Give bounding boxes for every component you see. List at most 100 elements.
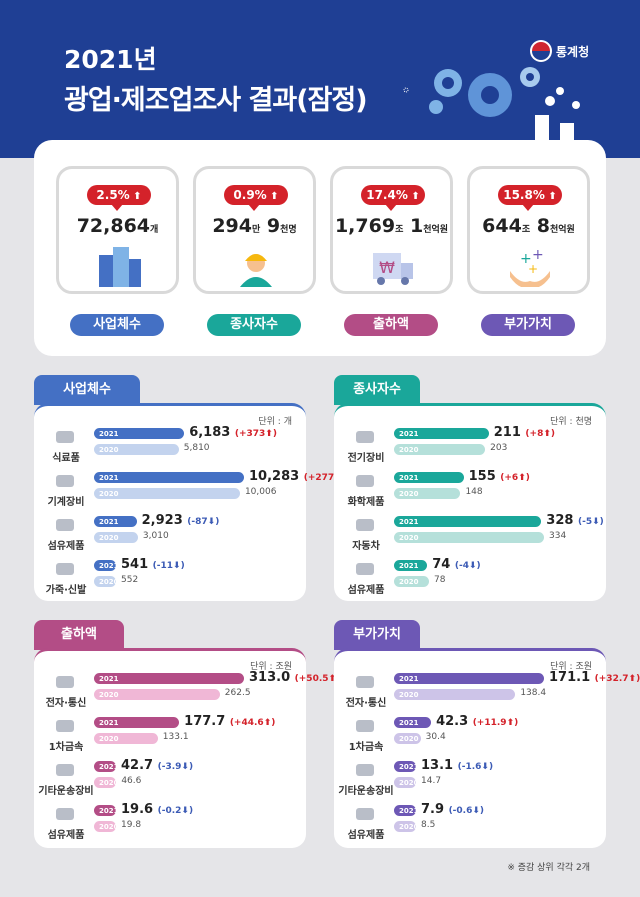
cans-icon (54, 428, 76, 446)
value-number: 6,183 (189, 425, 235, 440)
chart-panel-부가가치: 단위 : 조원 전자·통신 2021 2020 171.1 (+32.7⬆) 138.4 1… (334, 648, 640, 848)
year-label: 2021 (399, 518, 419, 526)
bar-2020 (94, 488, 240, 499)
worker-icon (232, 245, 280, 287)
svg-text:+: + (520, 251, 532, 267)
up-arrow-icon: ⬆) (506, 718, 519, 728)
summary-card-부가가치: 15.8% ⬆ 644조 8천억원 + + + (467, 166, 590, 294)
value-2020: 8.5 (421, 820, 436, 830)
value-unit: 만 (251, 225, 261, 235)
summary-value: 72,864개 (59, 215, 176, 237)
up-arrow-icon: ⬆ (407, 191, 420, 202)
category-label: 전기장비 (347, 453, 385, 464)
up-arrow-icon: ⬆) (628, 674, 640, 684)
down-arrow-icon: ⬇) (468, 561, 481, 571)
value-number: 42.7 (121, 758, 158, 773)
unit-label: 단위 : 조원 (550, 662, 592, 672)
yarn-icon (54, 516, 76, 534)
change-text: (+32.7 (594, 674, 629, 684)
year-label: 2020 (99, 534, 119, 542)
unit-label: 단위 : 조원 (250, 662, 292, 672)
category-label: 기계장비 (47, 497, 85, 508)
up-arrow-icon: ⬆) (265, 429, 277, 439)
year-label: 2020 (399, 534, 419, 542)
change-text: (-4 (454, 561, 469, 571)
yarn-icon (354, 560, 376, 578)
year-label: 2021 (99, 807, 119, 815)
value-2021: 177.7 (+44.6⬆) (184, 714, 275, 729)
year-label: 2020 (99, 779, 119, 787)
year-label: 2020 (99, 691, 119, 699)
category-label: 1차금속 (348, 742, 384, 753)
change-text: (+6 (500, 473, 519, 483)
summary-panel: 2.5% ⬆ 72,864개 사업체수 0.9% ⬆ 294만 9천명 종사자수 17.4%… (34, 140, 606, 356)
bar-2021 (94, 805, 116, 816)
summary-card-출하액: 17.4% ⬆ 1,769조 1천억원 ₩ (330, 166, 453, 294)
value-2021: 42.7 (-3.9⬇) (121, 758, 193, 773)
svg-text:₩: ₩ (379, 258, 395, 277)
value-number: 177.7 (184, 714, 230, 729)
year-label: 2021 (99, 518, 119, 526)
unit-label: 단위 : 개 (258, 417, 292, 427)
change-text: (+8 (525, 429, 544, 439)
category-label: 전자·통신 (345, 698, 387, 709)
circuit-icon (54, 673, 76, 691)
change-text: (+373 (234, 429, 266, 439)
year-label: 2021 (99, 763, 119, 771)
bar-2020 (94, 689, 220, 700)
forklift-icon (54, 761, 76, 779)
metal-icon (54, 717, 76, 735)
bar-2020 (394, 821, 416, 832)
category-label: 섬유제품 (47, 830, 85, 841)
down-arrow-icon: ⬇) (173, 561, 185, 571)
year-label: 2021 (399, 807, 419, 815)
year-label: 2021 (99, 675, 119, 683)
change-value: 2.5% (96, 188, 130, 202)
circuit-icon (354, 673, 376, 691)
category-pill: 사업체수 (70, 314, 164, 336)
value-unit: 천명 (280, 225, 297, 235)
category-pill: 부가가치 (481, 314, 575, 336)
value-2021: 171.1 (+32.7⬆) (549, 670, 640, 685)
unit-label: 단위 : 천명 (550, 417, 592, 427)
value-number: 9 (260, 215, 281, 237)
down-arrow-icon: ⬇) (207, 517, 220, 527)
year-label: 2021 (99, 430, 119, 438)
value-2020: 30.4 (425, 732, 446, 742)
metal-icon (354, 717, 376, 735)
change-value: 17.4% (366, 188, 408, 202)
change-text: (-3.9 (157, 762, 182, 772)
up-arrow-icon: ⬆) (543, 429, 555, 439)
value-number: 13.1 (421, 758, 458, 773)
agency-logo: 통계청 (530, 40, 589, 62)
year-label: 2021 (399, 562, 419, 570)
bar-2021 (94, 516, 137, 527)
bar-2020 (94, 576, 116, 587)
plug-icon (354, 428, 376, 446)
value-number: 541 (121, 557, 153, 572)
category-label: 섬유제품 (47, 541, 85, 552)
value-number: 7.9 (421, 802, 449, 817)
value-number: 155 (468, 469, 501, 484)
value-number: 8 (530, 215, 550, 237)
change-text: (-0.6 (448, 806, 473, 816)
chart-panel-종사자수: 단위 : 천명 전기장비 2021 2020 211 (+8⬆) 203 화학제품 2021 2… (334, 403, 606, 601)
year-label: 2020 (99, 490, 119, 498)
forklift-icon (354, 761, 376, 779)
bar-2021 (394, 761, 416, 772)
category-label: 기타운송장비 (38, 786, 94, 797)
value-2020: 10,006 (244, 487, 277, 497)
down-arrow-icon: ⬇) (592, 517, 604, 527)
bar-2021 (94, 428, 185, 439)
value-2021: 10,283 (+277⬆) (249, 469, 346, 484)
bar-2020 (394, 532, 544, 543)
value-2021: 74 (-4⬇) (432, 557, 480, 572)
bar-2021 (394, 516, 542, 527)
value-2020: 334 (549, 531, 567, 541)
value-2020: 19.8 (121, 820, 142, 830)
value-2021: 211 (+8⬆) (494, 425, 555, 440)
bar-2021 (394, 805, 416, 816)
value-2021: 313.0 (+50.5⬆) (249, 670, 340, 685)
change-badge: 2.5% ⬆ (87, 185, 151, 211)
